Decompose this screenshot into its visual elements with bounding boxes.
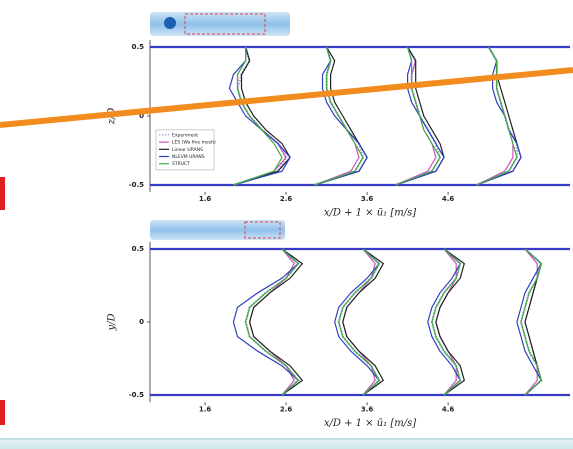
profile-line (335, 249, 380, 395)
x-axis-label: x/D + 1 × ū₁ [m/s] (324, 207, 416, 218)
legend-label: STRUCT (172, 161, 190, 167)
x-tick-label: 1.6 (199, 405, 212, 413)
slide-marker (0, 177, 5, 210)
profile-line (476, 47, 517, 185)
y-tick-label: 0.5 (132, 245, 145, 253)
y-tick-label: -0.5 (129, 391, 144, 399)
x-tick-label: 4.6 (442, 195, 455, 203)
x-tick-label: 3.6 (361, 195, 374, 203)
x-tick-label: 1.6 (199, 195, 212, 203)
profile-line (233, 47, 282, 185)
profile-line (314, 47, 363, 185)
experiment-profile (395, 47, 440, 185)
legend-label: NLEVM URANS (172, 154, 205, 160)
x-tick-label: 2.6 (280, 405, 293, 413)
chart: -0.500.51.62.63.64.6x/D + 1 × ū₁ [m/s]z/… (107, 40, 571, 218)
profile-line (233, 249, 298, 395)
profile-line (436, 249, 464, 395)
x-tick-label: 4.6 (442, 405, 455, 413)
profile-line (250, 249, 295, 395)
profile-line (436, 249, 456, 395)
profile-line (476, 47, 521, 185)
profile-line (395, 47, 440, 185)
profile-line (250, 249, 303, 395)
experiment-profile (521, 249, 541, 395)
thumbnail-bottom (150, 220, 285, 240)
profile-line (314, 47, 359, 185)
footer-strip (0, 438, 573, 449)
y-axis-label: y/D (107, 313, 118, 331)
thumbnail-top (150, 12, 290, 36)
chart: -0.5 0 0.5 1.6 2.6 3.6 4.6 x/D + 1 × ū₁ [m/s] y/… (107, 242, 571, 429)
profile-line (525, 249, 537, 395)
y-tick-label: 0.5 (132, 43, 145, 51)
y-tick-label: 0 (139, 318, 144, 326)
profile-line (343, 249, 384, 395)
legend-label: Experiment (172, 132, 198, 138)
x-axis-label: x/D + 1 × ū₁ [m/s] (324, 418, 416, 429)
slide: -0.500.51.62.63.64.6x/D + 1 × ū₁ [m/s]z/… (0, 0, 573, 449)
profile-line (476, 47, 521, 185)
slide-marker (0, 400, 5, 425)
x-tick-label: 3.6 (361, 405, 374, 413)
profile-line (343, 249, 375, 395)
legend-label: LES (Wa fine mesh) (172, 140, 216, 146)
annotation-line (0, 70, 573, 125)
legend-label: Linear URANS (172, 147, 203, 153)
y-tick-label: -0.5 (129, 181, 144, 189)
x-tick-label: 2.6 (280, 195, 293, 203)
